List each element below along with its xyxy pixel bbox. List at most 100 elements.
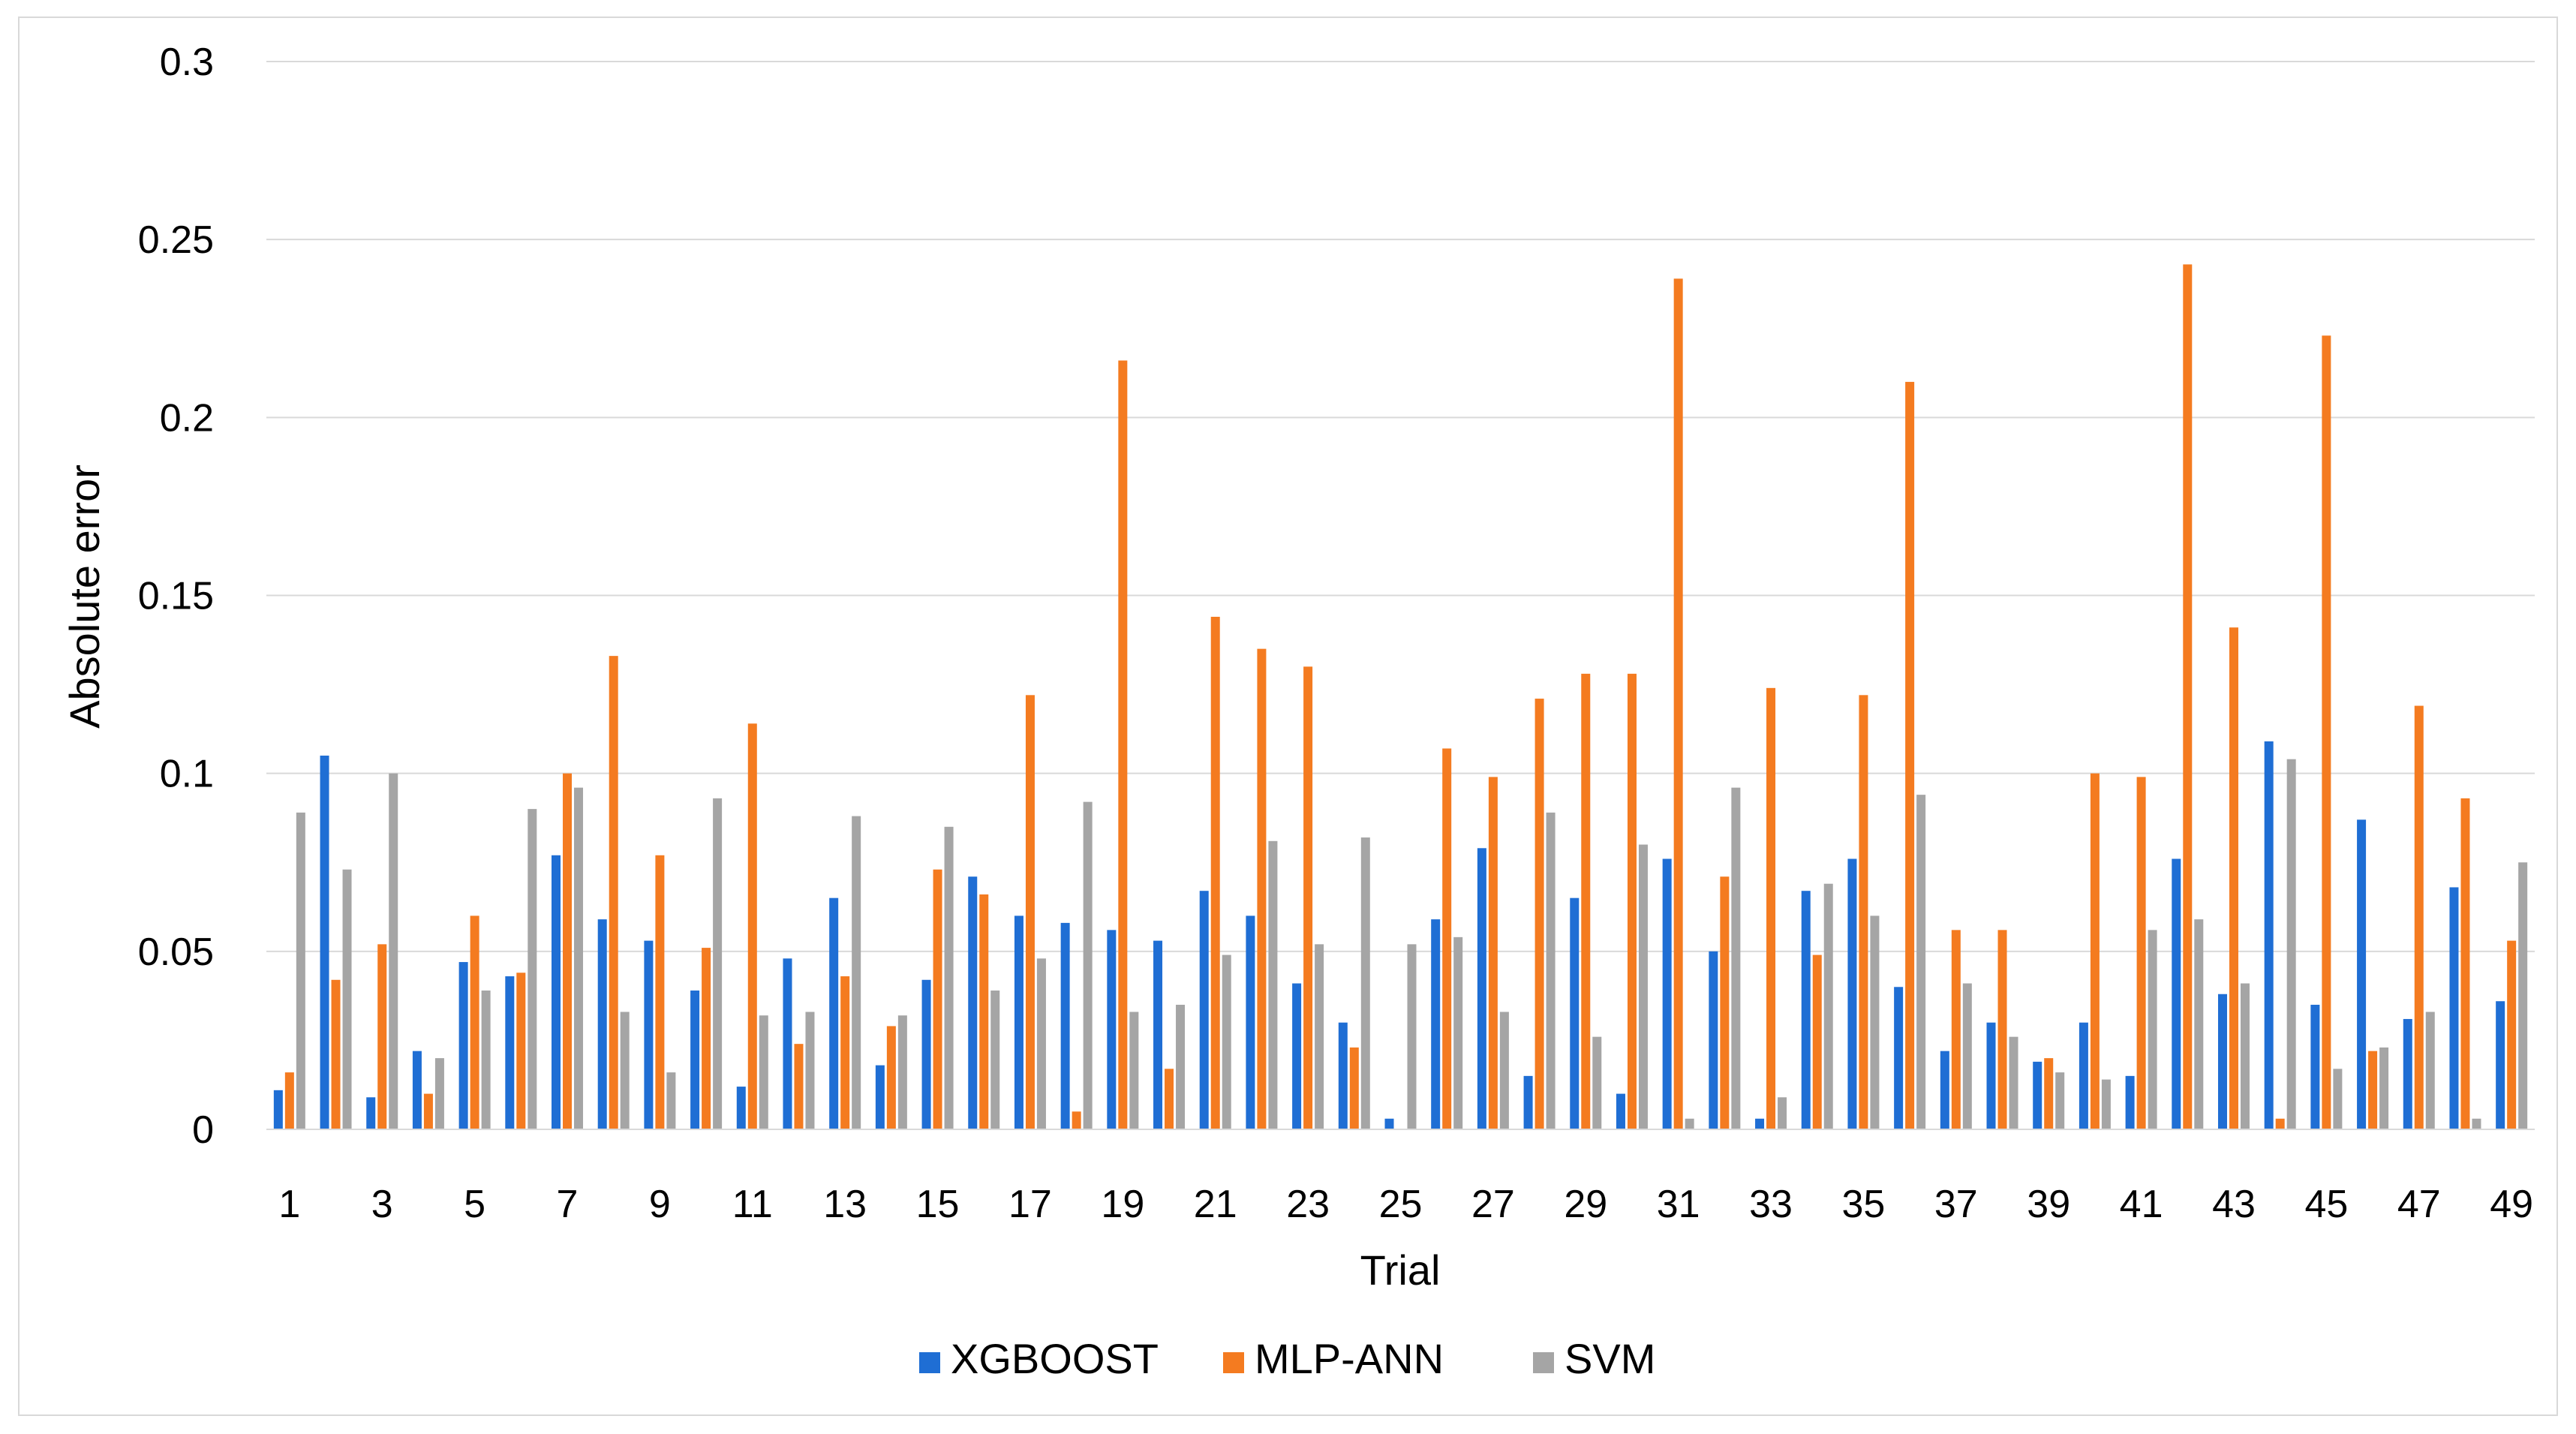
bar-svm-trial-36 <box>1916 795 1926 1129</box>
bar-svm-trial-13 <box>852 816 861 1129</box>
bar-xgboost-trial-43 <box>2217 994 2227 1129</box>
bar-svm-trial-38 <box>2009 1036 2018 1129</box>
bar-svm-trial-42 <box>2194 919 2204 1129</box>
bar-svm-trial-44 <box>2286 759 2296 1129</box>
bar-xgboost-trial-3 <box>366 1097 376 1129</box>
x-tick-label: 39 <box>2027 1183 2070 1226</box>
bar-xgboost-trial-13 <box>829 897 839 1129</box>
bar-svm-trial-37 <box>1962 983 1972 1129</box>
x-tick-label: 17 <box>1008 1183 1052 1226</box>
bar-mlp-ann-trial-48 <box>2460 798 2470 1129</box>
bar-xgboost-trial-12 <box>783 958 792 1129</box>
bar-xgboost-trial-2 <box>320 755 329 1129</box>
bar-xgboost-trial-21 <box>1199 891 1209 1129</box>
bar-svm-trial-8 <box>620 1012 630 1129</box>
bar-xgboost-trial-8 <box>597 919 607 1129</box>
bar-mlp-ann-trial-4 <box>423 1093 433 1129</box>
x-tick-label: 19 <box>1101 1183 1144 1226</box>
bar-mlp-ann-trial-43 <box>2229 627 2238 1129</box>
bar-xgboost-trial-36 <box>1894 987 1904 1129</box>
x-tick-label: 11 <box>732 1183 773 1226</box>
bar-svm-trial-14 <box>897 1015 907 1129</box>
legend: XGBOOST MLP-ANN SVM <box>919 1335 1655 1382</box>
y-tick-label: 0.3 <box>160 41 214 84</box>
legend-label-svm: SVM <box>1565 1335 1655 1382</box>
x-tick-label: 3 <box>371 1183 393 1226</box>
bar-svm-trial-29 <box>1592 1036 1602 1129</box>
bar-xgboost-trial-42 <box>2172 858 2181 1129</box>
bar-mlp-ann-trial-41 <box>2136 777 2146 1129</box>
bar-mlp-ann-trial-20 <box>1165 1069 1174 1129</box>
x-axis-ticks: 1 3 5 7 9 11 13 15 17 19 21 23 25 27 29 31 33 35 37 39 41 43 4… <box>278 1183 2533 1226</box>
bar-svm-trial-12 <box>805 1012 815 1129</box>
x-tick-label: 25 <box>1379 1183 1423 1226</box>
bar-svm-trial-4 <box>434 1058 444 1129</box>
bar-mlp-ann-trial-11 <box>747 723 757 1129</box>
x-tick-label: 41 <box>2120 1183 2163 1226</box>
bar-xgboost-trial-7 <box>552 855 561 1129</box>
legend-swatch-xgboost <box>919 1352 940 1373</box>
legend-swatch-svm <box>1533 1352 1554 1373</box>
bar-svm-trial-16 <box>990 991 1000 1129</box>
bar-xgboost-trial-16 <box>968 876 978 1129</box>
bar-xgboost-trial-37 <box>1940 1051 1949 1129</box>
x-tick-label: 7 <box>557 1183 579 1226</box>
bar-xgboost-trial-24 <box>1338 1022 1348 1129</box>
bar-mlp-ann-trial-12 <box>794 1044 804 1129</box>
bar-xgboost-trial-10 <box>690 991 700 1129</box>
bar-mlp-ann-trial-37 <box>1951 930 1961 1129</box>
bar-svm-trial-18 <box>1083 801 1093 1129</box>
bar-mlp-ann-trial-7 <box>563 773 573 1129</box>
bar-mlp-ann-trial-24 <box>1349 1047 1359 1129</box>
x-tick-label: 49 <box>2490 1183 2533 1226</box>
bar-svm-trial-31 <box>1685 1118 1694 1129</box>
bar-xgboost-trial-9 <box>644 940 654 1129</box>
bar-mlp-ann-trial-10 <box>702 948 711 1129</box>
bar-xgboost-trial-5 <box>458 962 468 1129</box>
bar-xgboost-trial-22 <box>1246 915 1255 1129</box>
x-tick-label: 33 <box>1749 1183 1793 1226</box>
bar-svm-trial-20 <box>1176 1004 1186 1129</box>
bar-mlp-ann-trial-2 <box>331 979 341 1129</box>
bar-mlp-ann-trial-9 <box>655 855 665 1129</box>
x-tick-label: 23 <box>1286 1183 1330 1226</box>
bar-mlp-ann-trial-5 <box>470 915 479 1129</box>
x-tick-label: 45 <box>2304 1183 2348 1226</box>
x-tick-label: 29 <box>1564 1183 1607 1226</box>
bar-svm-trial-17 <box>1036 958 1046 1129</box>
bar-mlp-ann-trial-35 <box>1859 695 1868 1129</box>
bar-svm-trial-1 <box>296 812 305 1129</box>
bar-mlp-ann-trial-21 <box>1210 616 1220 1129</box>
x-tick-label: 35 <box>1842 1183 1886 1226</box>
x-tick-label: 13 <box>823 1183 867 1226</box>
bar-mlp-ann-trial-31 <box>1673 278 1683 1130</box>
legend-swatch-mlp-ann <box>1223 1352 1244 1373</box>
bar-xgboost-trial-49 <box>2496 1001 2505 1129</box>
bar-xgboost-trial-6 <box>505 976 515 1129</box>
bar-mlp-ann-trial-42 <box>2183 264 2193 1129</box>
bar-mlp-ann-trial-26 <box>1442 748 1452 1129</box>
bar-xgboost-trial-41 <box>2125 1075 2135 1129</box>
bar-xgboost-trial-1 <box>273 1090 283 1129</box>
bar-xgboost-trial-18 <box>1060 922 1070 1129</box>
bar-xgboost-trial-25 <box>1384 1118 1394 1129</box>
bar-svm-trial-25 <box>1407 944 1417 1129</box>
x-tick-label: 27 <box>1471 1183 1515 1226</box>
bar-mlp-ann-trial-40 <box>2090 773 2100 1129</box>
bar-svm-trial-45 <box>2333 1069 2343 1129</box>
bar-xgboost-trial-14 <box>875 1065 885 1129</box>
bar-xgboost-trial-45 <box>2310 1004 2320 1129</box>
legend-label-xgboost: XGBOOST <box>951 1335 1159 1382</box>
bar-svm-trial-10 <box>713 798 723 1129</box>
y-axis-ticks: 0 0.05 0.1 0.15 0.2 0.25 0.3 <box>138 41 214 1152</box>
bar-svm-trial-40 <box>2101 1079 2111 1129</box>
bar-mlp-ann-trial-18 <box>1072 1111 1081 1129</box>
y-tick-label: 0.25 <box>138 218 214 262</box>
bar-xgboost-trial-29 <box>1570 897 1580 1129</box>
bar-svm-trial-35 <box>1870 915 1880 1129</box>
bar-xgboost-trial-17 <box>1014 915 1023 1129</box>
bar-xgboost-trial-46 <box>2357 819 2367 1129</box>
bar-mlp-ann-trial-44 <box>2275 1118 2285 1129</box>
bar-svm-trial-49 <box>2518 862 2528 1129</box>
